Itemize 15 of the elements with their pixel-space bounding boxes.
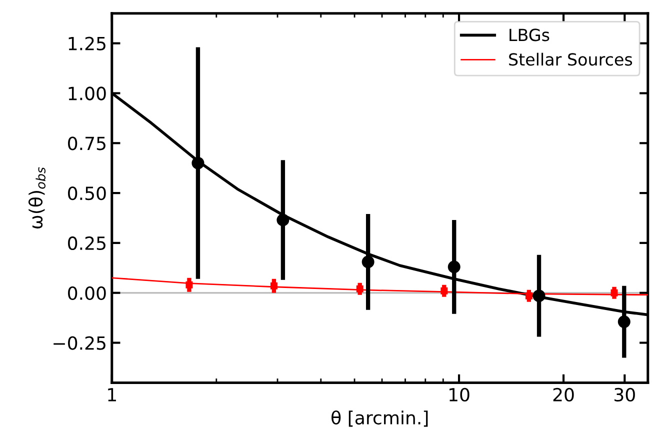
- x-tick-label: 20: [553, 388, 574, 402]
- y-tick-label: −0.25: [54, 336, 106, 350]
- y-axis-title: ω(θ)$_{obs}$: [28, 167, 46, 229]
- y-tick-label: 1.25: [68, 36, 106, 50]
- y-tick-label: 0.75: [68, 136, 106, 150]
- y-tick-label: 0.00: [68, 286, 106, 300]
- legend-label: LBGs: [510, 28, 550, 42]
- x-tick-label: 1: [108, 388, 116, 402]
- x-axis-title: θ [arcmin.]: [332, 410, 428, 427]
- x-tick-label: 10: [450, 388, 470, 402]
- y-tick-label: 1.00: [68, 86, 106, 100]
- y-tick-label: 0.50: [68, 186, 106, 200]
- y-tick-label: 0.25: [68, 236, 106, 250]
- x-tick-label: 30: [614, 388, 635, 402]
- legend-label: Stellar Sources: [509, 52, 632, 66]
